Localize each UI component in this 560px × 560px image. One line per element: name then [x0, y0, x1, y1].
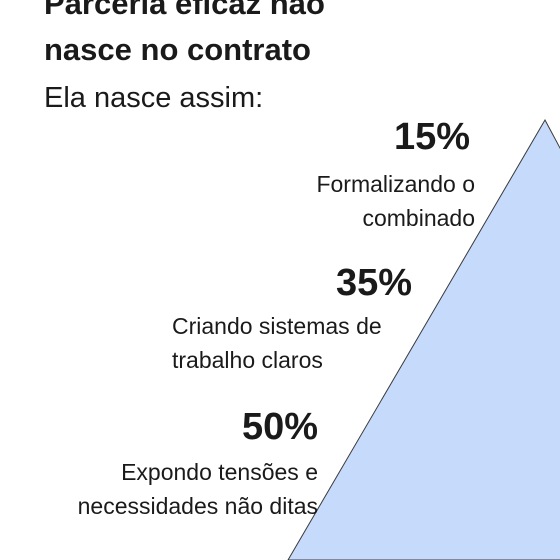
description: Formalizando o combinado [316, 167, 475, 235]
percent: 50% [241, 406, 318, 448]
title-line: Parceria eficaz não [44, 0, 325, 21]
percent: 35% [335, 262, 412, 304]
description-line: necessidades não ditas [77, 493, 318, 519]
description-line: Expondo tensões e [121, 459, 318, 485]
percent: 15% [393, 116, 470, 158]
description-line: trabalho claros [172, 347, 323, 373]
description-line: Formalizando o [316, 171, 475, 197]
description: Expondo tensões e necessidades não ditas [78, 455, 318, 523]
triangle [287, 118, 560, 560]
description-line: combinado [362, 205, 475, 231]
subtitle: Ela nasce assim: [44, 82, 264, 114]
description-line: Criando sistemas de [172, 313, 382, 339]
title-line: nasce no contrato [44, 32, 311, 67]
description: Criando sistemas de trabalho claros [172, 309, 382, 377]
